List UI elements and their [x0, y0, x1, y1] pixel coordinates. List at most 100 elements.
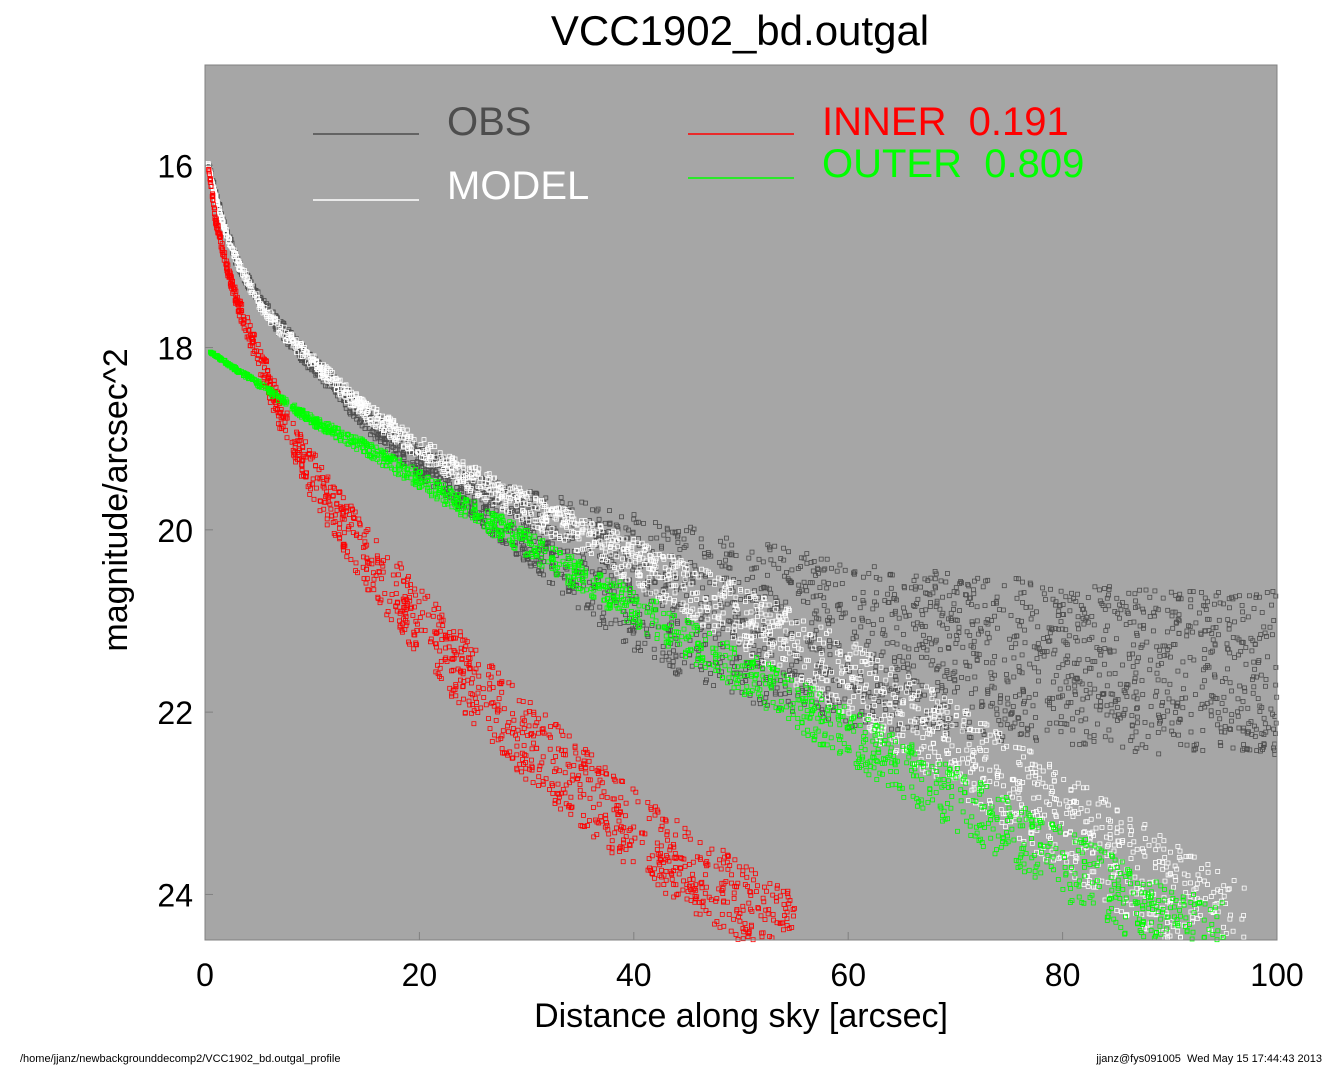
- data-point: [597, 604, 603, 610]
- data-point: [1037, 646, 1042, 652]
- data-point: [1261, 715, 1267, 721]
- data-point: [1122, 706, 1128, 712]
- data-point: [1212, 642, 1218, 648]
- data-point: [1181, 686, 1186, 692]
- data-point: [1035, 624, 1041, 630]
- data-point: [323, 383, 329, 389]
- data-point: [1160, 700, 1165, 705]
- data-point: [1033, 735, 1038, 741]
- data-point: [883, 707, 889, 712]
- data-point: [886, 600, 892, 605]
- data-point: [859, 615, 865, 621]
- data-point: [1092, 584, 1098, 590]
- data-point: [1215, 710, 1221, 715]
- data-point: [1147, 667, 1153, 673]
- data-point: [1143, 745, 1149, 750]
- data-point: [906, 612, 912, 618]
- data-point: [960, 644, 966, 650]
- data-point: [1135, 720, 1140, 726]
- data-point: [1169, 720, 1175, 726]
- data-point: [971, 644, 976, 650]
- data-point: [1013, 641, 1019, 647]
- data-point: [852, 595, 857, 601]
- data-point: [821, 579, 827, 585]
- data-point: [804, 551, 810, 556]
- data-point: [1063, 627, 1069, 633]
- data-point: [964, 629, 970, 635]
- data-point: [971, 638, 977, 644]
- data-point: [503, 541, 509, 546]
- data-point: [784, 632, 790, 637]
- data-point: [736, 580, 742, 585]
- data-point: [596, 516, 602, 522]
- data-point: [1087, 681, 1093, 687]
- data-point: [1263, 729, 1269, 735]
- data-point: [919, 654, 924, 660]
- data-point: [1058, 619, 1064, 624]
- data-point: [1191, 746, 1197, 752]
- data-point: [1102, 646, 1108, 651]
- data-point: [799, 587, 805, 593]
- data-point: [921, 632, 926, 638]
- data-point: [1106, 603, 1112, 609]
- data-point: [949, 618, 954, 623]
- data-point: [930, 720, 936, 726]
- data-point: [885, 591, 890, 597]
- data-point: [692, 563, 698, 569]
- data-point: [726, 618, 732, 624]
- data-point: [1175, 668, 1181, 674]
- data-point: [976, 631, 981, 637]
- data-point: [343, 405, 349, 411]
- data-point: [896, 615, 902, 621]
- data-point: [933, 604, 939, 609]
- data-point: [698, 616, 704, 621]
- data-point: [810, 568, 816, 574]
- data-point: [1030, 611, 1035, 617]
- data-point: [1152, 613, 1157, 619]
- data-point: [1188, 597, 1194, 603]
- data-point: [871, 651, 877, 657]
- data-point: [990, 660, 996, 666]
- data-point: [954, 637, 960, 642]
- data-point: [688, 573, 694, 579]
- data-point: [1222, 676, 1228, 681]
- data-point: [550, 580, 555, 586]
- data-point: [969, 691, 974, 696]
- data-point: [1107, 649, 1113, 655]
- data-point: [1121, 712, 1126, 718]
- data-point: [974, 651, 980, 657]
- data-point: [1087, 665, 1092, 671]
- data-point: [681, 536, 687, 542]
- data-point: [1055, 613, 1061, 618]
- data-point: [827, 652, 833, 658]
- data-point: [1070, 727, 1076, 733]
- data-point: [1083, 688, 1089, 693]
- data-point: [997, 699, 1003, 705]
- data-point: [1022, 709, 1028, 715]
- data-point: [527, 489, 533, 495]
- data-point: [661, 532, 667, 538]
- data-point: [842, 610, 848, 616]
- data-point: [964, 663, 970, 668]
- data-point: [1060, 662, 1066, 668]
- data-point: [764, 691, 769, 696]
- data-point: [797, 656, 803, 662]
- data-point: [923, 639, 929, 644]
- data-point: [767, 547, 773, 553]
- data-point: [1264, 634, 1269, 639]
- data-point: [1153, 693, 1158, 699]
- data-point: [626, 628, 632, 633]
- data-point: [1210, 625, 1216, 631]
- data-point: [979, 704, 984, 709]
- data-point: [939, 613, 945, 619]
- data-point: [817, 646, 823, 651]
- data-point: [974, 618, 980, 624]
- data-point: [927, 604, 933, 609]
- data-point: [1202, 678, 1207, 684]
- data-point: [638, 648, 643, 653]
- data-point: [1262, 630, 1268, 636]
- data-point: [743, 666, 749, 672]
- data-point: [901, 584, 907, 589]
- data-point: [829, 618, 835, 624]
- data-point: [1126, 590, 1132, 596]
